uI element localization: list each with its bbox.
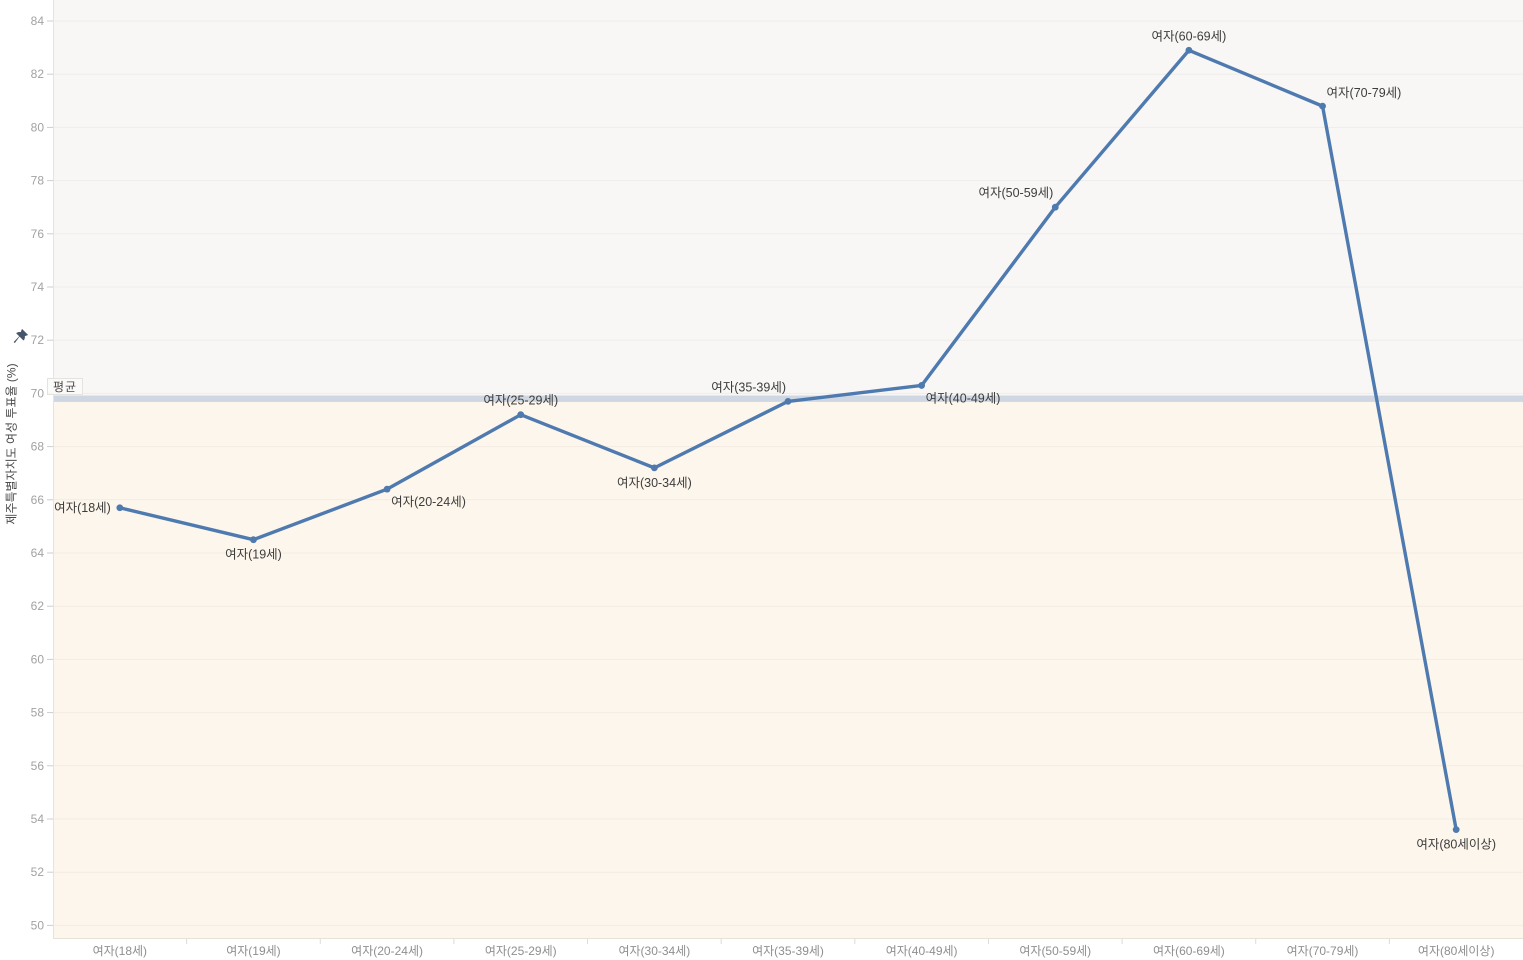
- x-tick-label: 여자(30-34세): [618, 944, 690, 958]
- x-tick-label: 여자(60-69세): [1153, 944, 1225, 958]
- y-tick-label: 80: [31, 120, 45, 134]
- point-label: 여자(35-39세): [711, 380, 786, 394]
- data-point-marker[interactable]: [116, 504, 124, 512]
- point-label: 여자(25-29세): [483, 394, 558, 408]
- point-label: 여자(30-34세): [617, 476, 692, 490]
- x-tick-label: 여자(70-79세): [1287, 944, 1359, 958]
- below-average-area: [53, 401, 1523, 938]
- point-label: 여자(70-79세): [1327, 86, 1402, 100]
- gridlines: [47, 20, 1523, 926]
- above-average-area: [53, 0, 1523, 396]
- x-tick-label: 여자(19세): [226, 944, 280, 958]
- y-tick-label: 54: [31, 812, 45, 826]
- data-point-marker[interactable]: [784, 397, 792, 405]
- y-tick-label: 52: [31, 865, 45, 879]
- y-tick-label: 74: [31, 280, 45, 294]
- data-point-marker[interactable]: [517, 411, 525, 419]
- point-label: 여자(18세): [54, 501, 111, 515]
- y-tick-label: 82: [31, 67, 45, 81]
- y-tick-label: 64: [31, 546, 45, 560]
- data-point-marker[interactable]: [650, 464, 658, 472]
- data-point-marker[interactable]: [1452, 826, 1460, 834]
- data-point-marker[interactable]: [1185, 46, 1193, 54]
- x-tick-label: 여자(40-49세): [886, 944, 958, 958]
- y-tick-label: 68: [31, 440, 45, 454]
- y-tick-label: 70: [31, 386, 45, 400]
- x-tick-label: 여자(35-39세): [752, 944, 824, 958]
- data-point-marker[interactable]: [1051, 203, 1059, 211]
- x-tick-label: 여자(80세이상): [1418, 944, 1495, 958]
- y-tick-label: 50: [31, 918, 45, 932]
- y-tick-label: 56: [31, 759, 45, 773]
- y-tick-label: 58: [31, 706, 45, 720]
- x-tick-label: 여자(20-24세): [351, 944, 423, 958]
- pushpin-icon[interactable]: [12, 328, 29, 345]
- y-tick-label: 62: [31, 599, 45, 613]
- x-tick-label: 여자(25-29세): [485, 944, 557, 958]
- point-label: 여자(19세): [225, 548, 282, 562]
- point-label: 여자(80세이상): [1416, 838, 1496, 852]
- y-tick-label: 76: [31, 227, 45, 241]
- average-label-chip: 평균: [47, 378, 84, 395]
- data-point-marker[interactable]: [383, 485, 391, 493]
- series-group: [116, 46, 1460, 834]
- y-tick-label: 84: [31, 14, 45, 28]
- axes: [53, 0, 1523, 944]
- point-label: 여자(20-24세): [391, 495, 466, 509]
- point-label: 여자(40-49세): [926, 391, 1001, 405]
- y-tick-label: 66: [31, 493, 45, 507]
- y-tick-label: 60: [31, 652, 45, 666]
- y-tick-label: 78: [31, 174, 45, 188]
- data-point-marker[interactable]: [918, 382, 926, 389]
- x-tick-label: 여자(18세): [93, 944, 147, 958]
- average-label: 평균: [53, 380, 78, 394]
- x-tick-label: 여자(50-59세): [1019, 944, 1091, 958]
- point-label: 여자(50-59세): [978, 186, 1053, 200]
- point-label: 여자(60-69세): [1152, 29, 1227, 43]
- labels-group: 84 82 80 78 76 74 72 70 68 66 64 62 60 58 56 54 52 50 여자(1…: [31, 14, 1496, 958]
- data-point-marker[interactable]: [1319, 102, 1326, 110]
- y-tick-label: 72: [31, 333, 45, 347]
- y-axis-title: 제주특별자치도 여성 투표율 (%): [4, 363, 19, 525]
- data-point-marker[interactable]: [250, 536, 257, 544]
